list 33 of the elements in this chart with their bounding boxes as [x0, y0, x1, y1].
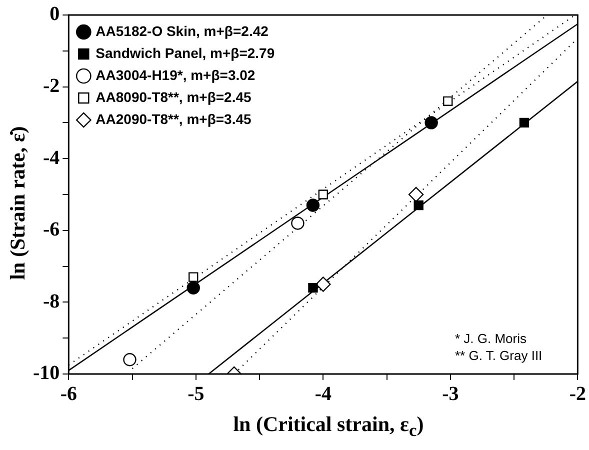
- point: [316, 276, 331, 292]
- point: [408, 186, 424, 202]
- x-tick-label: -2: [569, 383, 586, 406]
- y-axis-title: ln (Strain rate, ε̇): [6, 126, 30, 280]
- legend-label: AA2090-T8**, m+β=3.45: [96, 110, 252, 127]
- legend-label: AA3004-H19*, m+β=3.02: [96, 66, 256, 83]
- y-tick-label: -10: [32, 362, 60, 384]
- annotation: * J. G. Moris: [455, 330, 528, 347]
- point: [424, 116, 438, 130]
- point: [291, 216, 304, 230]
- x-tick-label: -5: [188, 383, 204, 406]
- point: [318, 190, 328, 200]
- y-tick-label: -8: [42, 290, 60, 312]
- x-tick-label: -3: [442, 383, 459, 406]
- annotation: ** G. T. Gray III: [455, 347, 542, 364]
- x-tick-label: -6: [60, 383, 77, 406]
- y-tick-label: 0: [50, 3, 60, 26]
- point: [186, 281, 200, 294]
- legend-label: AA8090-T8**, m+β=2.45: [96, 88, 252, 105]
- point: [123, 353, 136, 366]
- legend-label: Sandwich Panel, m+β=2.79: [96, 44, 275, 61]
- x-tick-label: -4: [314, 383, 332, 406]
- x-axis-title: ln (Critical strain, ε$_{c}$): [232, 412, 425, 442]
- y-tick-label: -6: [42, 218, 60, 241]
- point: [519, 118, 530, 128]
- y-tick-label: -4: [42, 146, 60, 169]
- point: [306, 198, 320, 212]
- point: [443, 96, 453, 106]
- y-tick-label: -2: [42, 74, 60, 97]
- legend-label: AA5182-O Skin, m+β=2.42: [96, 22, 269, 39]
- point: [188, 272, 198, 282]
- point: [308, 283, 318, 293]
- point: [414, 200, 424, 210]
